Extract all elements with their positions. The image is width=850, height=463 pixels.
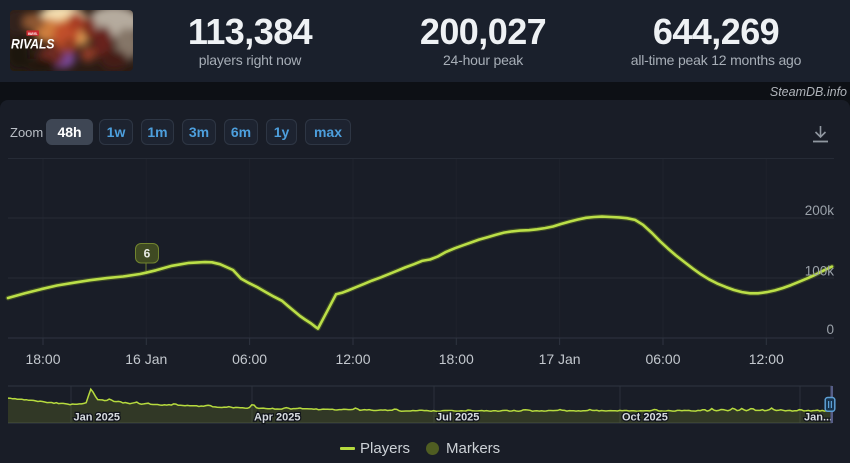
svg-text:0: 0 [826, 322, 834, 337]
svg-text:Jan...: Jan... [804, 412, 832, 424]
svg-text:18:00: 18:00 [25, 351, 60, 367]
svg-text:100k: 100k [805, 264, 835, 279]
svg-text:12:00: 12:00 [335, 351, 370, 367]
svg-text:Apr 2025: Apr 2025 [254, 412, 300, 424]
svg-text:12:00: 12:00 [749, 351, 784, 367]
svg-text:06:00: 06:00 [645, 351, 680, 367]
svg-text:Oct 2025: Oct 2025 [622, 412, 668, 424]
svg-text:06:00: 06:00 [232, 351, 267, 367]
svg-text:MARVEL: MARVEL [28, 31, 38, 36]
svg-text:6: 6 [144, 247, 151, 261]
svg-text:Jan 2025: Jan 2025 [74, 412, 120, 424]
svg-text:17 Jan: 17 Jan [539, 351, 581, 367]
svg-text:Jul 2025: Jul 2025 [436, 412, 479, 424]
svg-text:200k: 200k [805, 203, 835, 218]
svg-text:18:00: 18:00 [439, 351, 474, 367]
svg-text:RIVALS: RIVALS [11, 36, 55, 52]
svg-text:16 Jan: 16 Jan [125, 351, 167, 367]
